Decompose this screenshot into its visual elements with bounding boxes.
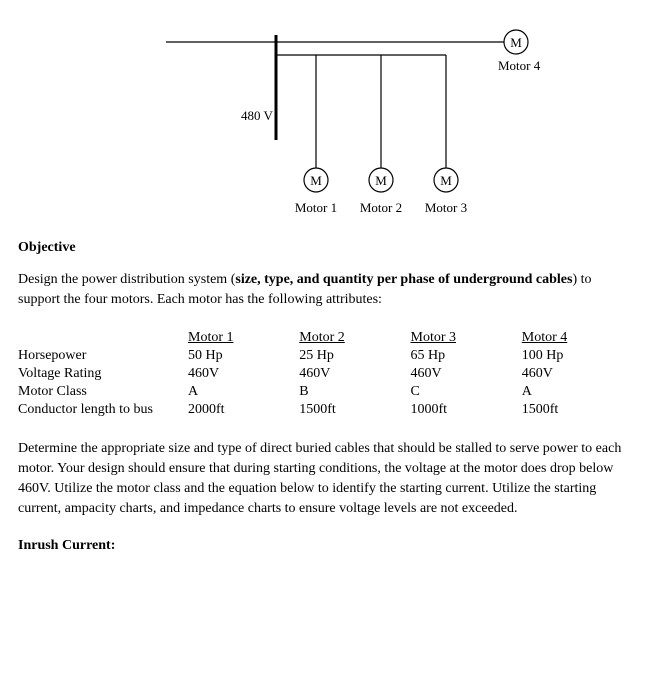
motor-1-letter: M [310,173,322,188]
cell: 1500ft [522,401,633,419]
cell: 50 Hp [188,347,299,365]
motor-diagram-svg: M Motor 4 480 V M Motor 1 M Motor 2 M Mo… [86,20,566,220]
cell: 460V [188,365,299,383]
cell: 460V [299,365,410,383]
table-row: Voltage Rating 460V 460V 460V 460V [18,365,633,383]
table-header-blank [18,329,188,347]
row-label: Motor Class [18,383,188,401]
table-header-row: Motor 1 Motor 2 Motor 3 Motor 4 [18,329,633,347]
row-label: Conductor length to bus [18,401,188,419]
bus-voltage-label: 480 V [241,108,274,123]
cell: 65 Hp [411,347,522,365]
inrush-heading: Inrush Current: [18,538,633,554]
cell: 2000ft [188,401,299,419]
col-motor-4: Motor 4 [522,329,633,347]
table-row: Motor Class A B C A [18,383,633,401]
cell: B [299,383,410,401]
instructions-para: Determine the appropriate size and type … [18,439,633,520]
intro-part1: Design the power distribution system ( [18,272,235,287]
col-motor-1: Motor 1 [188,329,299,347]
intro-bold: size, type, and quantity per phase of un… [235,272,572,287]
col-motor-2: Motor 2 [299,329,410,347]
motor-2-label: Motor 2 [359,200,401,215]
table-row: Horsepower 50 Hp 25 Hp 65 Hp 100 Hp [18,347,633,365]
motor-4-letter: M [510,35,522,50]
cell: 460V [522,365,633,383]
cell: 1000ft [411,401,522,419]
objective-heading: Objective [18,240,633,256]
cell: A [188,383,299,401]
objective-intro: Design the power distribution system (si… [18,270,633,311]
motor-attr-table: Motor 1 Motor 2 Motor 3 Motor 4 Horsepow… [18,329,633,419]
motor-3-letter: M [440,173,452,188]
cell: 100 Hp [522,347,633,365]
cell: 25 Hp [299,347,410,365]
motor-3-label: Motor 3 [424,200,466,215]
table-row: Conductor length to bus 2000ft 1500ft 10… [18,401,633,419]
col-motor-3: Motor 3 [411,329,522,347]
motor-diagram: M Motor 4 480 V M Motor 1 M Motor 2 M Mo… [18,20,633,220]
row-label: Horsepower [18,347,188,365]
cell: 460V [411,365,522,383]
cell: C [411,383,522,401]
row-label: Voltage Rating [18,365,188,383]
motor-1-label: Motor 1 [294,200,336,215]
cell: 1500ft [299,401,410,419]
motor-4-label: Motor 4 [498,58,541,73]
motor-2-letter: M [375,173,387,188]
cell: A [522,383,633,401]
